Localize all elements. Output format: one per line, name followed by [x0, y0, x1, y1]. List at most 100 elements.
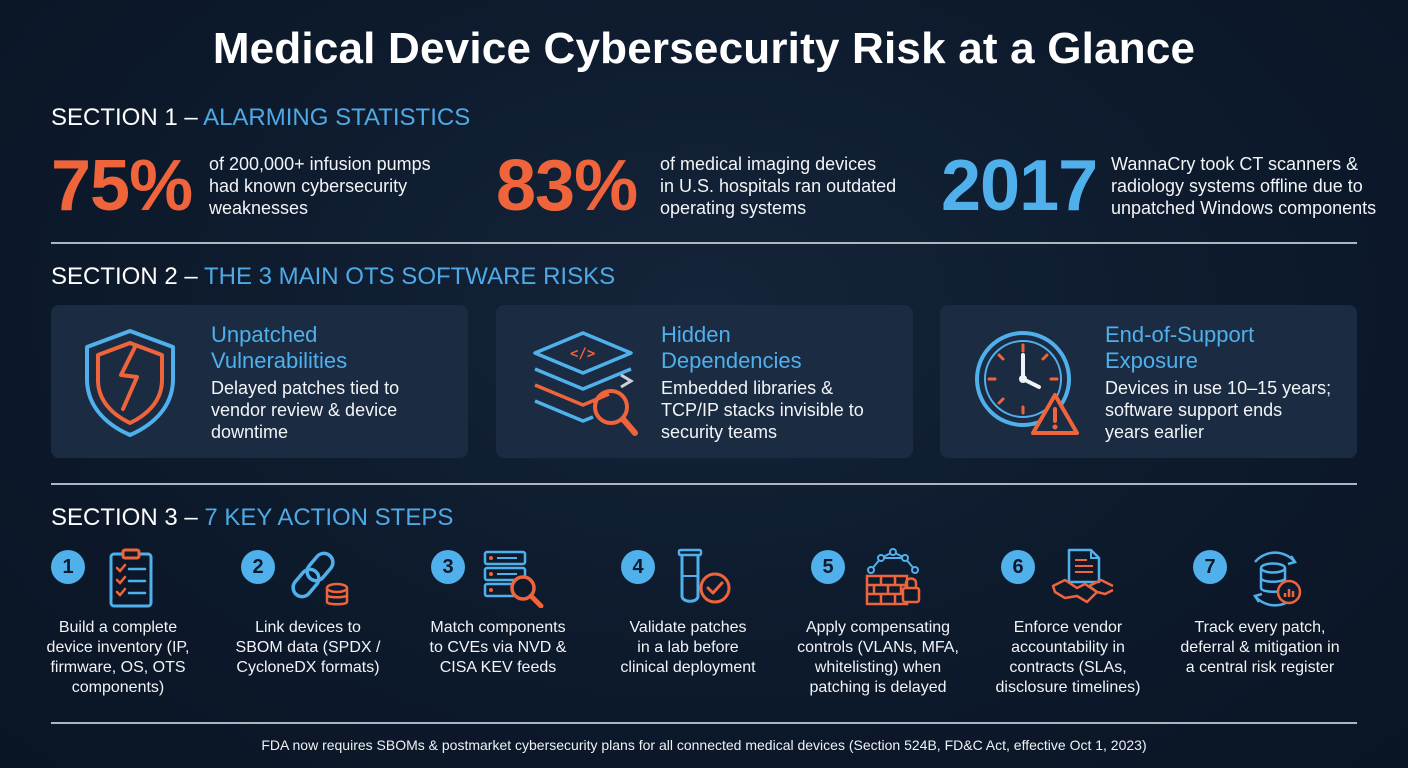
step-text-line: Enforce vendor — [1013, 619, 1123, 636]
stat-description: of medical imaging devices in U.S. hospi… — [660, 153, 896, 219]
section-3-title: 7 KEY ACTION STEPS — [204, 504, 454, 531]
risk-card-dependencies: </> Hidden Dependencies Embedded librari… — [496, 305, 913, 458]
clock-warning-icon — [975, 331, 1079, 435]
stat-value: 75% — [51, 146, 193, 226]
server-magnifier-icon — [483, 550, 544, 608]
stat-desc-line: unpatched Windows components — [1111, 198, 1377, 218]
action-step-4: 4 Validate patches in a lab before clini… — [620, 548, 801, 698]
step-text-line: patching is delayed — [809, 679, 947, 696]
step-text-line: Track every patch, — [1194, 619, 1326, 636]
section-2-title: THE 3 MAIN OTS SOFTWARE RISKS — [203, 263, 616, 290]
card-desc-line: security teams — [661, 422, 778, 442]
card-desc-line: software support ends — [1105, 400, 1283, 420]
section-1-prefix: SECTION 1 – — [51, 104, 198, 131]
step-number-badge: 5 — [811, 550, 845, 584]
card-desc-line: Devices in use 10–15 years; — [1105, 378, 1332, 398]
stat-desc-line: had known cybersecurity — [209, 176, 408, 196]
card-desc-line: TCP/IP stacks invisible to — [661, 400, 864, 420]
test-tube-check-icon — [677, 548, 731, 604]
card-title: Hidden Dependencies — [661, 322, 911, 374]
stat-wannacry: 2017 WannaCry took CT scanners & radiolo… — [941, 150, 1376, 222]
stat-value: 83% — [496, 146, 638, 226]
stat-desc-line: of 200,000+ infusion pumps — [209, 154, 431, 174]
footer-divider — [51, 722, 1357, 724]
section-1-title: ALARMING STATISTICS — [203, 104, 471, 131]
action-step-2: 2 Link devices to SBOM data (SPDX / Cycl… — [236, 548, 421, 698]
action-step-1: 1 Build a complete device inventory (IP,… — [47, 548, 231, 698]
step-description: Apply compensating controls (VLANs, MFA,… — [791, 618, 965, 698]
step-text-line: CISA KEV feeds — [439, 659, 557, 676]
section-divider — [51, 483, 1357, 485]
step-text-line: contracts (SLAs, — [1009, 659, 1127, 676]
stat-desc-line: of medical imaging devices — [660, 154, 877, 174]
card-description: Embedded libraries & TCP/IP stacks invis… — [661, 377, 911, 443]
svg-text:</>: </> — [570, 346, 595, 362]
step-text-line: Apply compensating — [805, 619, 951, 636]
stat-value: 2017 — [941, 146, 1098, 226]
step-text-line: in a lab before — [637, 639, 739, 656]
contract-handshake-icon — [1051, 548, 1114, 604]
stat-infusion-pumps: 75% of 200,000+ infusion pumps had known… — [51, 150, 431, 222]
clipboard-checklist-icon — [109, 548, 153, 608]
step-text-line: accountability in — [1011, 639, 1125, 656]
card-description: Delayed patches tied to vendor review & … — [211, 377, 461, 443]
step-number-badge: 1 — [51, 550, 85, 584]
step-text-line: CycloneDX formats) — [236, 659, 380, 676]
card-title-line: Vulnerabilities — [211, 348, 348, 373]
broken-shield-icon — [85, 329, 175, 437]
step-description: Track every patch, deferral & mitigation… — [1173, 618, 1347, 678]
step-description: Match components to CVEs via NVD & CISA … — [411, 618, 585, 678]
card-title: Unpatched Vulnerabilities — [211, 322, 461, 374]
chain-link-database-icon — [291, 551, 349, 606]
section-3-heading: SECTION 3 – 7 KEY ACTION STEPS — [51, 504, 453, 532]
footer-note: FDA now requires SBOMs & postmarket cybe… — [261, 737, 1147, 753]
section-divider — [51, 242, 1357, 244]
step-text-line: Validate patches — [629, 619, 747, 636]
action-step-5: 5 Apply compensating controls (VLANs, MF… — [797, 548, 991, 698]
step-number-badge: 7 — [1193, 550, 1227, 584]
card-title-line: Hidden — [661, 322, 731, 347]
card-description: Devices in use 10–15 years; software sup… — [1105, 377, 1355, 443]
section-2-heading: SECTION 2 – THE 3 MAIN OTS SOFTWARE RISK… — [51, 263, 615, 291]
card-desc-line: Delayed patches tied to — [211, 378, 400, 398]
card-title-line: End-of-Support — [1105, 322, 1255, 347]
action-step-3: 3 Match components to CVEs via NVD & CIS… — [430, 548, 611, 698]
step-description: Enforce vendor accountability in contrac… — [981, 618, 1155, 698]
stat-description: WannaCry took CT scanners & radiology sy… — [1111, 153, 1376, 219]
step-description: Link devices to SBOM data (SPDX / Cyclon… — [221, 618, 395, 678]
stat-desc-line: weaknesses — [209, 198, 309, 218]
step-description: Validate patches in a lab before clinica… — [601, 618, 775, 678]
risk-card-end-of-support: End-of-Support Exposure Devices in use 1… — [940, 305, 1357, 458]
stat-desc-line: WannaCry took CT scanners & — [1111, 154, 1359, 174]
section-3-prefix: SECTION 3 – — [51, 504, 198, 531]
step-number-badge: 4 — [621, 550, 655, 584]
stat-imaging-devices: 83% of medical imaging devices in U.S. h… — [496, 150, 896, 222]
step-text-line: to CVEs via NVD & — [429, 639, 567, 656]
risk-card-unpatched: Unpatched Vulnerabilities Delayed patche… — [51, 305, 468, 458]
step-text-line: deferral & mitigation in — [1180, 639, 1340, 656]
firewall-network-lock-icon — [865, 548, 921, 606]
step-text-line: firmware, OS, OTS — [50, 659, 186, 676]
step-text-line: disclosure timelines) — [995, 679, 1141, 696]
card-desc-line: downtime — [211, 422, 289, 442]
card-title-line: Dependencies — [661, 348, 802, 373]
stat-desc-line: operating systems — [660, 198, 807, 218]
step-text-line: SBOM data (SPDX / — [235, 639, 381, 656]
stat-description: of 200,000+ infusion pumps had known cyb… — [209, 153, 431, 219]
step-number-badge: 3 — [431, 550, 465, 584]
section-1-heading: SECTION 1 – ALARMING STATISTICS — [51, 104, 470, 132]
step-text-line: controls (VLANs, MFA, — [797, 639, 959, 656]
card-title-line: Unpatched — [211, 322, 318, 347]
step-text-line: whitelisting) when — [814, 659, 942, 676]
step-number-badge: 2 — [241, 550, 275, 584]
step-text-line: device inventory (IP, — [46, 639, 190, 656]
step-text-line: clinical deployment — [620, 659, 756, 676]
card-desc-line: Embedded libraries & — [661, 378, 834, 398]
card-desc-line: vendor review & device — [211, 400, 398, 420]
code-layers-magnifier-icon: </> — [533, 331, 638, 436]
step-text-line: Match components — [430, 619, 566, 636]
page-title: Medical Device Cybersecurity Risk at a G… — [212, 24, 1196, 73]
action-step-7: 7 Track every patch, deferral & mitigati… — [1180, 548, 1373, 698]
action-step-6: 6 Enforce vendor accountability in contr… — [996, 548, 1181, 698]
step-number-badge: 6 — [1001, 550, 1035, 584]
